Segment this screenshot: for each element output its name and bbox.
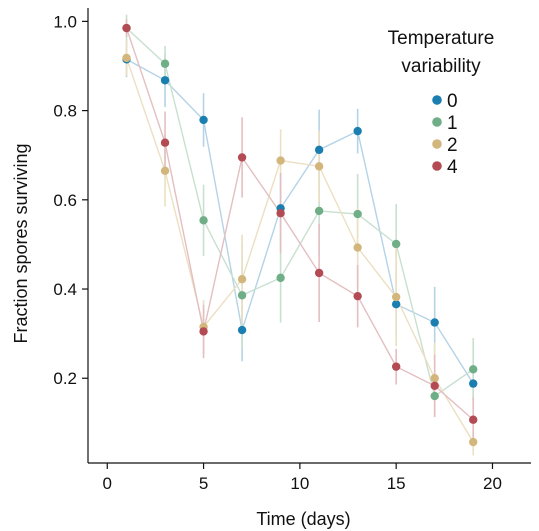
- data-point: [391, 239, 401, 249]
- data-point: [314, 145, 324, 155]
- data-point: [469, 415, 478, 424]
- series-line-4: [125, 27, 474, 421]
- data-point: [314, 162, 324, 171]
- data-point: [122, 23, 131, 33]
- x-tick-label: 20: [483, 474, 502, 493]
- legend-marker: [432, 139, 442, 149]
- data-point: [430, 374, 439, 383]
- data-point: [160, 166, 170, 176]
- data-point: [160, 59, 170, 68]
- data-point: [276, 273, 285, 283]
- x-tick-label: 10: [290, 474, 309, 493]
- data-point: [469, 365, 478, 374]
- data-point: [353, 291, 362, 301]
- data-point: [237, 291, 247, 300]
- data-point: [391, 299, 401, 309]
- data-point: [160, 138, 170, 147]
- data-point: [391, 362, 401, 371]
- data-point: [276, 208, 285, 218]
- data-point: [469, 437, 478, 447]
- data-point: [314, 268, 324, 278]
- y-tick-label: 0.4: [53, 280, 77, 299]
- legend-label: 0: [447, 91, 458, 112]
- legend-marker: [432, 117, 442, 127]
- data-point: [237, 325, 247, 335]
- legend-marker: [432, 161, 442, 171]
- data-point: [237, 275, 247, 284]
- x-tick-label: 15: [387, 474, 406, 493]
- series-line-1: [126, 27, 474, 398]
- data-point: [391, 292, 401, 302]
- y-axis-label: Fraction spores surviving: [11, 143, 31, 343]
- y-tick-label: 0.8: [53, 102, 77, 121]
- data-point: [430, 381, 439, 391]
- data-point: [314, 206, 324, 216]
- y-tick-label: 1.0: [53, 12, 77, 31]
- data-point: [199, 115, 208, 125]
- legend-title: variability: [401, 56, 481, 77]
- series-line-0: [126, 58, 474, 384]
- data-point: [122, 53, 131, 63]
- data-point: [430, 318, 439, 327]
- series-line-2: [125, 57, 474, 443]
- y-tick-label: 0.6: [53, 191, 77, 210]
- data-point: [469, 379, 478, 388]
- legend-label: 1: [447, 113, 458, 134]
- data-point: [353, 243, 362, 252]
- x-tick-label: 5: [199, 474, 208, 493]
- y-tick-label: 0.2: [53, 369, 77, 388]
- axes: 0 5 10 15 200.20.40.60.81.0: [53, 8, 531, 493]
- data-point: [237, 153, 247, 162]
- data-point: [199, 327, 208, 336]
- series-layer: [122, 14, 478, 456]
- legend-label: 2: [447, 135, 458, 156]
- legend-title: Temperature: [388, 28, 495, 49]
- data-point: [199, 216, 208, 225]
- data-point: [353, 209, 362, 219]
- data-point: [353, 126, 362, 136]
- data-point: [160, 76, 170, 85]
- x-tick-label: 0: [103, 474, 112, 493]
- x-axis-label: Time (days): [256, 509, 350, 529]
- data-point: [430, 391, 439, 401]
- legend-label: 4: [447, 157, 458, 178]
- legend-marker: [432, 95, 442, 105]
- data-point: [276, 156, 285, 165]
